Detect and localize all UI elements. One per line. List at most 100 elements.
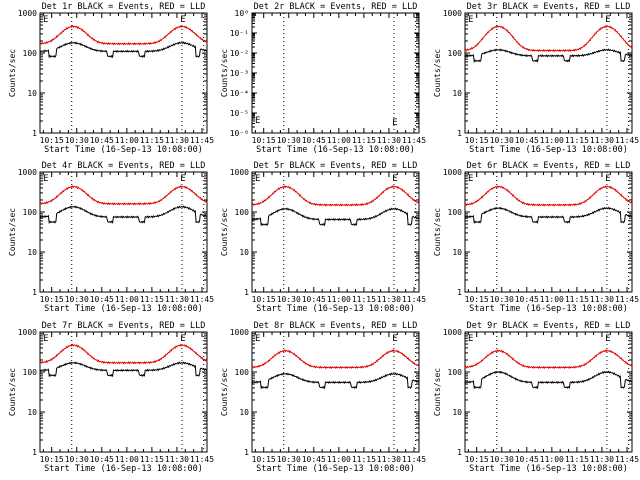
y-tick-label: 1000 xyxy=(230,168,249,177)
y-tick-label: 1000 xyxy=(18,9,37,18)
x-tick-label: 11:45 xyxy=(190,455,214,464)
x-tick-label: 10:15 xyxy=(465,295,489,304)
x-tick-label: 10:45 xyxy=(515,295,539,304)
event-marker: E xyxy=(605,174,610,184)
y-tick-label: 10 xyxy=(239,248,249,257)
plot-frame xyxy=(39,171,208,293)
y-tick-label: 100 xyxy=(448,49,463,58)
detector-panel-7: Det 7r BLACK = Events, RED = LLD 1 10 100 10… xyxy=(8,321,214,474)
event-marker: E xyxy=(605,334,610,344)
x-tick-label: 10:45 xyxy=(90,455,114,464)
y-tick-label: 1 xyxy=(457,448,462,457)
event-marker: E xyxy=(468,334,473,344)
plot-frame xyxy=(39,12,208,134)
y-tick-label: 1000 xyxy=(443,168,462,177)
x-tick-label: 10:30 xyxy=(65,136,89,145)
y-tick-label: 100 xyxy=(23,49,38,58)
x-axis-label: Start Time (16-Sep-13 10:08:00) xyxy=(44,145,203,155)
panel-title: Det 4r BLACK = Events, RED = LLD xyxy=(42,161,206,171)
y-tick-label: 1 xyxy=(32,129,37,138)
x-tick-label: 10:45 xyxy=(90,295,114,304)
panel-title: Det 9r BLACK = Events, RED = LLD xyxy=(467,321,631,331)
plot-frame xyxy=(464,171,633,293)
y-tick-label: 100 xyxy=(23,368,38,377)
y-axis-label: Counts/sec xyxy=(8,208,17,256)
y-axis-label: Counts/sec xyxy=(220,208,229,256)
x-tick-label: 11:30 xyxy=(377,136,401,145)
events-series-line xyxy=(251,372,420,390)
x-tick-label: 11:15 xyxy=(140,136,164,145)
event-marker: E xyxy=(180,174,185,184)
x-tick-label: 10:30 xyxy=(490,136,514,145)
lld-series-line xyxy=(464,349,633,369)
event-marker: E xyxy=(468,15,473,25)
x-tick-label: 10:15 xyxy=(465,455,489,464)
y-tick-label: 10⁻¹ xyxy=(230,29,249,38)
x-axis-label: Start Time (16-Sep-13 10:08:00) xyxy=(44,304,203,314)
x-tick-label: 10:30 xyxy=(277,295,301,304)
x-tick-label: 11:00 xyxy=(115,455,139,464)
y-tick-label: 1000 xyxy=(443,328,462,337)
y-tick-label: 10 xyxy=(27,408,37,417)
y-axis-label: Counts/sec xyxy=(220,49,229,97)
lld-series-line xyxy=(251,185,420,207)
y-axis-label: Counts/sec xyxy=(433,368,442,416)
lld-series-line xyxy=(464,24,633,53)
y-tick-label: 1 xyxy=(32,448,37,457)
detector-panel-1: Det 1r BLACK = Events, RED = LLD 1 10 100 10… xyxy=(8,2,214,155)
detector-panel-3: Det 3r BLACK = Events, RED = LLD 1 10 100 10… xyxy=(433,2,639,155)
y-tick-label: 100 xyxy=(448,368,463,377)
y-axis-label: Counts/sec xyxy=(433,208,442,256)
x-tick-label: 10:15 xyxy=(40,136,64,145)
lld-series-line xyxy=(39,185,208,206)
y-tick-label: 10 xyxy=(27,89,37,98)
x-tick-label: 11:45 xyxy=(615,295,639,304)
panel-title: Det 1r BLACK = Events, RED = LLD xyxy=(42,2,206,12)
x-tick-label: 10:45 xyxy=(90,136,114,145)
x-tick-label: 11:00 xyxy=(115,295,139,304)
y-axis-label: Counts/sec xyxy=(8,49,17,97)
x-tick-label: 11:45 xyxy=(190,295,214,304)
y-tick-label: 10 xyxy=(239,408,249,417)
x-tick-label: 11:30 xyxy=(590,136,614,145)
panel-title: Det 2r BLACK = Events, RED = LLD xyxy=(254,2,418,12)
events-series-line xyxy=(464,206,633,225)
x-tick-label: 11:45 xyxy=(402,295,426,304)
x-axis-label: Start Time (16-Sep-13 10:08:00) xyxy=(469,304,628,314)
y-tick-label: 1000 xyxy=(443,9,462,18)
x-axis-label: Start Time (16-Sep-13 10:08:00) xyxy=(256,304,415,314)
event-marker: E xyxy=(255,116,260,126)
x-tick-label: 10:45 xyxy=(515,455,539,464)
x-tick-label: 11:15 xyxy=(140,455,164,464)
y-tick-label: 10⁻⁵ xyxy=(230,109,249,118)
detector-panel-9: Det 9r BLACK = Events, RED = LLD 1 10 100 10… xyxy=(433,321,639,474)
panel-title: Det 5r BLACK = Events, RED = LLD xyxy=(254,161,418,171)
x-tick-label: 11:45 xyxy=(190,136,214,145)
detector-panel-2: Det 2r BLACK = Events, RED = LLD 10⁻⁶ 10⁻⁵… xyxy=(220,2,426,155)
x-tick-label: 11:00 xyxy=(327,136,351,145)
x-tick-label: 11:30 xyxy=(590,295,614,304)
x-tick-label: 11:00 xyxy=(327,455,351,464)
lld-series-line xyxy=(39,343,208,365)
y-tick-label: 100 xyxy=(23,208,38,217)
lld-series-line xyxy=(251,349,420,369)
x-tick-label: 11:30 xyxy=(590,455,614,464)
y-tick-label: 10 xyxy=(452,408,462,417)
x-tick-label: 10:30 xyxy=(65,455,89,464)
panel-title: Det 3r BLACK = Events, RED = LLD xyxy=(467,2,631,12)
event-marker: E xyxy=(43,15,48,25)
y-tick-label: 10 xyxy=(452,89,462,98)
x-tick-label: 10:30 xyxy=(65,295,89,304)
y-tick-label: 1 xyxy=(457,129,462,138)
detector-panel-5: Det 5r BLACK = Events, RED = LLD 1 10 100 10… xyxy=(220,161,426,314)
x-tick-label: 11:30 xyxy=(377,455,401,464)
detector-panel-6: Det 6r BLACK = Events, RED = LLD 1 10 100 10… xyxy=(433,161,639,314)
event-marker: E xyxy=(392,334,397,344)
y-axis-label: Counts/sec xyxy=(220,368,229,416)
y-tick-label: 100 xyxy=(235,208,250,217)
x-tick-label: 10:45 xyxy=(302,455,326,464)
x-axis-label: Start Time (16-Sep-13 10:08:00) xyxy=(469,145,628,155)
y-tick-label: 1000 xyxy=(18,168,37,177)
events-series-line xyxy=(39,41,208,59)
x-tick-label: 11:15 xyxy=(565,455,589,464)
